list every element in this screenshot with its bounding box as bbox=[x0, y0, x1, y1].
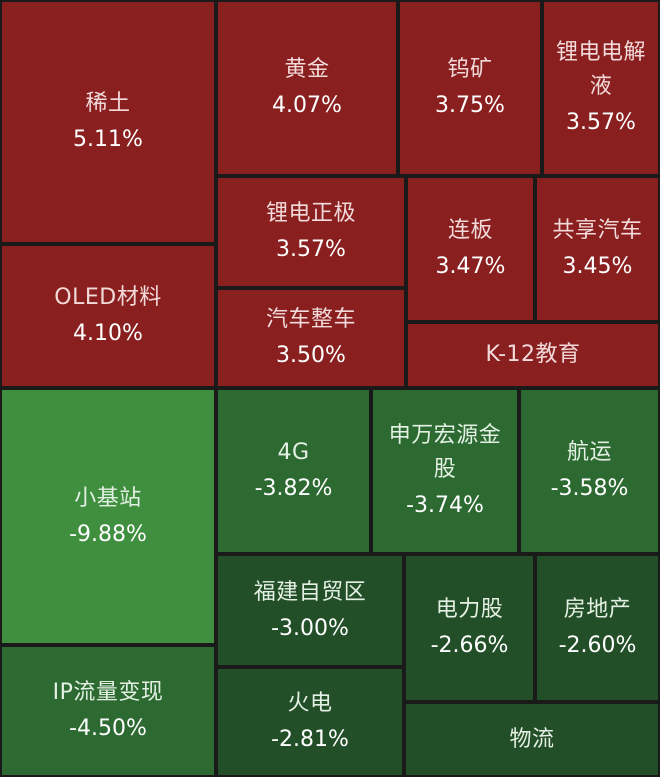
treemap-tile-hangyun[interactable]: 航运 -3.58% bbox=[519, 388, 660, 554]
treemap-tile-huodian[interactable]: 火电 -2.81% bbox=[216, 667, 404, 777]
tile-content: 小基站 -9.88% bbox=[69, 482, 147, 552]
treemap-tile-wukuang[interactable]: 钨矿 3.75% bbox=[398, 0, 542, 176]
tile-value: 4.10% bbox=[73, 321, 143, 346]
tile-content: OLED材料 4.10% bbox=[54, 281, 161, 351]
tile-content: 黄金 4.07% bbox=[272, 53, 342, 123]
tile-label: 房地产 bbox=[563, 597, 632, 622]
treemap-tile-k12[interactable]: K-12教育 bbox=[406, 322, 660, 388]
tile-value: -3.82% bbox=[254, 476, 333, 501]
tile-label: 锂电正极 bbox=[265, 201, 356, 226]
tile-content: 福建自贸区 -3.00% bbox=[254, 576, 367, 646]
tile-value: 3.75% bbox=[435, 93, 505, 118]
tile-label: 电力股 bbox=[435, 597, 504, 622]
treemap-tile-fujian[interactable]: 福建自贸区 -3.00% bbox=[216, 554, 404, 667]
tile-label: 钨矿 bbox=[447, 57, 493, 82]
tile-value: -3.00% bbox=[271, 615, 349, 641]
tile-value: 5.11% bbox=[73, 127, 143, 152]
treemap-tile-qiche[interactable]: 汽车整车 3.50% bbox=[216, 288, 406, 388]
tile-label: 共享汽车 bbox=[552, 218, 643, 243]
treemap-tile-gongxiang[interactable]: 共享汽车 3.45% bbox=[535, 176, 660, 322]
tile-label: 福建自贸区 bbox=[253, 579, 367, 605]
tile-content: K-12教育 bbox=[485, 338, 580, 372]
treemap-tile-ip[interactable]: IP流量变现 -4.50% bbox=[0, 645, 216, 777]
treemap-tile-xitu[interactable]: 稀土 5.11% bbox=[0, 0, 216, 244]
tile-content: IP流量变现 -4.50% bbox=[53, 676, 164, 746]
tile-label: 连板 bbox=[447, 218, 493, 243]
tile-label: 4G bbox=[277, 440, 310, 465]
tile-value: -2.60% bbox=[558, 633, 637, 658]
tile-content: 申万宏源金股 -3.74% bbox=[380, 419, 510, 523]
treemap-tile-wuliu[interactable]: 物流 bbox=[404, 702, 660, 777]
tile-value: 3.57% bbox=[276, 237, 346, 262]
tile-value: 3.57% bbox=[566, 110, 636, 135]
tile-content: 物流 bbox=[509, 723, 554, 757]
tile-value: -9.88% bbox=[69, 521, 147, 547]
treemap-tile-oled[interactable]: OLED材料 4.10% bbox=[0, 244, 216, 388]
tile-label: 火电 bbox=[287, 691, 333, 716]
tile-value: 3.45% bbox=[562, 254, 633, 279]
tile-label: OLED材料 bbox=[54, 285, 162, 310]
treemap-tile-lianban[interactable]: 连板 3.47% bbox=[406, 176, 535, 322]
tile-value: 3.50% bbox=[276, 343, 346, 368]
tile-label: K-12教育 bbox=[485, 342, 581, 367]
tile-label: 申万宏源金股 bbox=[388, 423, 502, 482]
tile-value: -2.66% bbox=[430, 633, 509, 658]
tile-content: 汽车整车 3.50% bbox=[266, 303, 356, 373]
tile-label: 小基站 bbox=[74, 485, 142, 511]
treemap-tile-4g[interactable]: 4G -3.82% bbox=[216, 388, 371, 554]
treemap-tile-fangdichan[interactable]: 房地产 -2.60% bbox=[535, 554, 660, 702]
tile-value: -3.58% bbox=[550, 476, 629, 501]
tile-label: 航运 bbox=[566, 440, 612, 465]
tile-value: -3.74% bbox=[406, 493, 484, 518]
tile-content: 锂电正极 3.57% bbox=[266, 197, 356, 267]
tile-label: 黄金 bbox=[284, 57, 330, 82]
tile-value: -4.50% bbox=[69, 716, 147, 741]
tile-label: 稀土 bbox=[85, 91, 131, 116]
tile-content: 稀土 5.11% bbox=[73, 87, 143, 157]
treemap-tile-lidian-zhengji[interactable]: 锂电正极 3.57% bbox=[216, 176, 406, 288]
treemap-tile-dianli[interactable]: 电力股 -2.66% bbox=[404, 554, 535, 702]
tile-content: 共享汽车 3.45% bbox=[552, 214, 642, 284]
tile-value: 3.47% bbox=[435, 254, 506, 279]
tile-content: 4G -3.82% bbox=[255, 436, 333, 506]
tile-content: 锂电电解液 3.57% bbox=[556, 36, 646, 140]
tile-content: 房地产 -2.60% bbox=[559, 593, 637, 663]
treemap-tile-huangjin[interactable]: 黄金 4.07% bbox=[216, 0, 398, 176]
tile-label: 锂电电解液 bbox=[556, 40, 647, 99]
tile-content: 电力股 -2.66% bbox=[431, 593, 509, 663]
tile-label: IP流量变现 bbox=[52, 680, 164, 705]
tile-label: 物流 bbox=[509, 726, 555, 752]
tile-content: 火电 -2.81% bbox=[271, 687, 349, 757]
treemap-tile-xiaojizhan[interactable]: 小基站 -9.88% bbox=[0, 388, 216, 645]
tile-content: 航运 -3.58% bbox=[551, 436, 629, 506]
treemap-tile-lidian-jieyi[interactable]: 锂电电解液 3.57% bbox=[542, 0, 660, 176]
tile-content: 连板 3.47% bbox=[436, 214, 506, 284]
tile-content: 钨矿 3.75% bbox=[435, 53, 505, 123]
tile-value: 4.07% bbox=[272, 93, 342, 118]
tile-value: -2.81% bbox=[271, 727, 349, 752]
treemap-tile-shenwan[interactable]: 申万宏源金股 -3.74% bbox=[371, 388, 519, 554]
tile-label: 汽车整车 bbox=[265, 307, 356, 332]
